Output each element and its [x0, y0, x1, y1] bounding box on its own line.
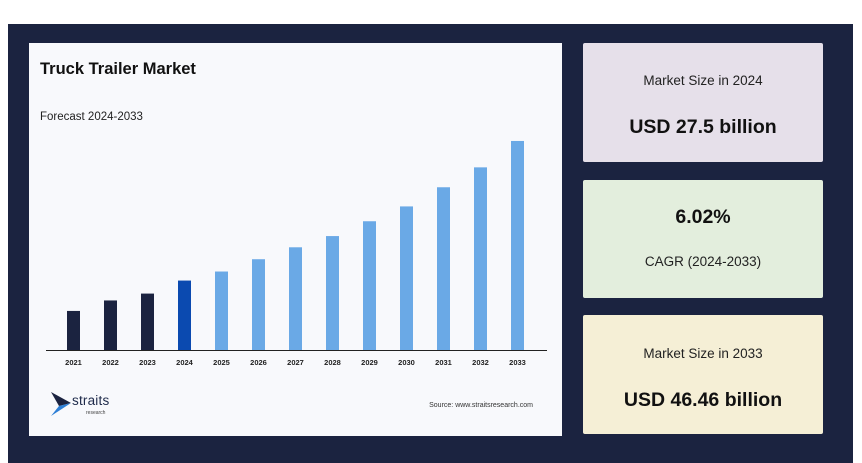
x-tick-label-2026: 2026	[250, 358, 267, 367]
market-size-2033-value: USD 46.46 billion	[623, 389, 783, 411]
x-tick-label-2029: 2029	[361, 358, 378, 367]
x-tick-label-2033: 2033	[509, 358, 526, 367]
bar-2024	[178, 280, 191, 350]
x-tick-label-2030: 2030	[398, 358, 415, 367]
bar-2032	[474, 167, 487, 350]
market-size-2033-card: Market Size in 2033 USD 46.46 billion	[583, 315, 823, 434]
x-tick-label-2028: 2028	[324, 358, 341, 367]
bar-2028	[326, 236, 339, 350]
bar-2027	[289, 247, 302, 350]
x-tick-label-2027: 2027	[287, 358, 304, 367]
bar-chart: 2021 2022 2023 2024 2025 2026 2027 2028 2029 2030…	[46, 140, 547, 367]
market-size-2024-value: USD 27.5 billion	[629, 116, 777, 138]
x-tick-label-2025: 2025	[213, 358, 230, 367]
bar-2030	[400, 206, 413, 350]
market-size-2024-card: Market Size in 2024 USD 27.5 billion	[583, 43, 823, 162]
bar-2022	[104, 300, 117, 350]
cagr-label: CAGR (2024-2033)	[644, 254, 762, 269]
market-size-2024-label: Market Size in 2024	[643, 73, 763, 88]
x-tick-label-2023: 2023	[139, 358, 156, 367]
bar-2025	[215, 271, 228, 350]
x-tick-label-2032: 2032	[472, 358, 489, 367]
x-tick-label-2031: 2031	[435, 358, 452, 367]
market-size-2033-label: Market Size in 2033	[643, 346, 763, 361]
x-tick-label-2022: 2022	[102, 358, 119, 367]
x-tick-label-2021: 2021	[65, 358, 82, 367]
source-note: Source: www.straitsresearch.com	[429, 402, 533, 409]
chart-panel: Truck Trailer Market Forecast 2024-2033 …	[29, 43, 562, 436]
chart-title: Truck Trailer Market	[40, 60, 196, 78]
bar-2023	[141, 293, 154, 350]
chart-subtitle: Forecast 2024-2033	[40, 111, 143, 123]
straits-logo: straits research	[51, 392, 131, 420]
bar-2026	[252, 259, 265, 350]
logo-subtext: research	[86, 410, 106, 416]
bar-2029	[363, 221, 376, 350]
logo-mark-icon	[51, 392, 71, 416]
cagr-value: 6.02%	[675, 206, 731, 228]
bar-2031	[437, 187, 450, 350]
x-tick-label-2024: 2024	[176, 358, 194, 367]
logo-wordmark: straits	[72, 393, 110, 408]
bar-2021	[67, 310, 80, 350]
cagr-card: 6.02% CAGR (2024-2033)	[583, 180, 823, 298]
bar-2033	[511, 140, 524, 350]
